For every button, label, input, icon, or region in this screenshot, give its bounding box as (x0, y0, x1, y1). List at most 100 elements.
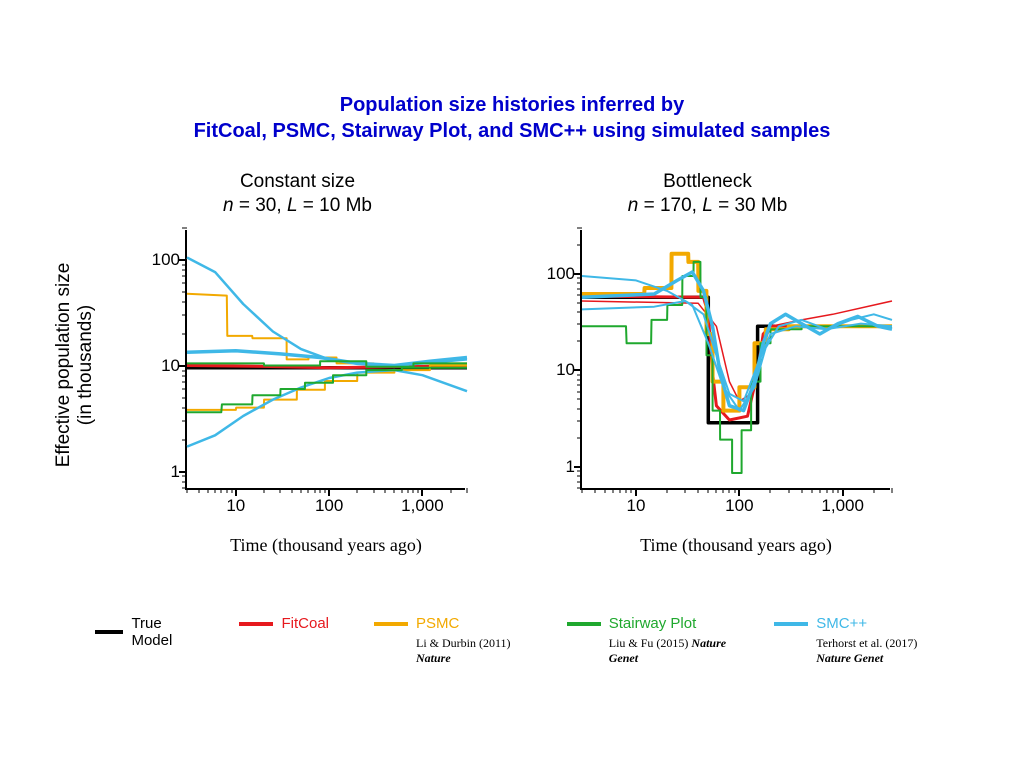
plot-lines-right (582, 230, 892, 490)
ytick-minor (577, 341, 582, 342)
xtick-minor (723, 488, 724, 493)
xtick-minor (373, 488, 374, 493)
xtick-label: 10 (226, 496, 245, 516)
xtick-minor (308, 488, 309, 493)
ytick-minor (577, 488, 582, 489)
xtick-minor (187, 488, 188, 493)
legend-label: Stairway Plot (609, 615, 697, 632)
ytick-minor (182, 407, 187, 408)
xtick-minor (613, 488, 614, 493)
legend-item: True Model (95, 615, 194, 649)
xtick-minor (301, 488, 302, 493)
ytick-minor (182, 264, 187, 265)
xtick-minor (320, 488, 321, 493)
xtick-minor (357, 488, 358, 493)
page-title: Population size histories inferred by Fi… (0, 92, 1024, 144)
legend-swatch (239, 622, 273, 626)
ytick-minor (182, 302, 187, 303)
ytick-mark (179, 365, 187, 367)
legend-label: PSMC (416, 615, 459, 632)
ytick-label: 10 (142, 356, 180, 376)
panel-title-left: Constant size n = 30, L = 10 Mb (130, 170, 465, 218)
series-true_model (582, 297, 892, 422)
ytick-minor (577, 374, 582, 375)
param-L: L (287, 195, 298, 216)
legend-item: Stairway Plot Liu & Fu (2015) Nature Gene… (567, 615, 730, 666)
ytick-minor (182, 421, 187, 422)
plot-area-right: Time (thousand years ago) 101001,0001101… (580, 230, 890, 490)
series-fitcoal (582, 296, 892, 420)
xtick-minor (314, 488, 315, 493)
xtick-minor (734, 488, 735, 493)
legend-item: SMC++Terhorst et al. (2017) Nature Genet (774, 615, 955, 666)
ytick-label: 1 (537, 457, 575, 477)
xtick-minor (826, 488, 827, 493)
ytick-minor (577, 420, 582, 421)
ytick-minor (577, 399, 582, 400)
xtick-minor (685, 488, 686, 493)
plot-area-left: Time (thousand years ago) 101001,0001101… (185, 230, 465, 490)
legend: True Model FitCoal PSMCLi & Durbin (2011) … (95, 615, 955, 666)
xtick-mark (235, 488, 237, 496)
xtick-minor (221, 488, 222, 493)
ytick-minor (182, 228, 187, 229)
series-psmc_a (582, 254, 892, 411)
ytick-minor (182, 488, 187, 489)
legend-swatch (774, 622, 808, 626)
xtick-mark (842, 488, 844, 496)
panel-bottleneck: Bottleneck n = 170, L = 30 Mb Time (thou… (525, 175, 890, 555)
xtick-minor (582, 488, 583, 493)
ytick-minor (182, 439, 187, 440)
title-line1: Population size histories inferred by (340, 94, 685, 116)
plot-lines-left (187, 230, 467, 490)
title-line2: FitCoal, PSMC, Stairway Plot, and SMC++ … (194, 120, 831, 142)
ytick-minor (577, 475, 582, 476)
xtick-minor (832, 488, 833, 493)
ytick-minor (577, 324, 582, 325)
ytick-minor (577, 283, 582, 284)
xtick-label: 100 (315, 496, 343, 516)
legend-label: SMC++ (816, 615, 867, 632)
xlabel-left: Time (thousand years ago) (187, 535, 465, 556)
legend-item: PSMCLi & Durbin (2011) Nature (374, 615, 522, 666)
legend-label: FitCoal (281, 615, 329, 632)
ytick-minor (577, 391, 582, 392)
series-smcpp_c (582, 301, 892, 401)
xtick-minor (291, 488, 292, 493)
legend-swatch (567, 622, 601, 626)
xtick-minor (604, 488, 605, 493)
ytick-minor (577, 288, 582, 289)
xtick-label: 1,000 (401, 496, 444, 516)
xtick-mark (635, 488, 637, 496)
ytick-mark (574, 466, 582, 468)
xtick-mark (328, 488, 330, 496)
xtick-minor (450, 488, 451, 493)
xtick-minor (413, 488, 414, 493)
legend-swatch (374, 622, 408, 626)
ytick-mark (179, 259, 187, 261)
ytick-minor (577, 437, 582, 438)
xtick-minor (226, 488, 227, 493)
ytick-minor (182, 370, 187, 371)
ytick-minor (182, 315, 187, 316)
xtick-minor (708, 488, 709, 493)
legend-citation: Liu & Fu (2015) Nature Genet (609, 636, 730, 666)
xtick-minor (207, 488, 208, 493)
ytick-minor (577, 408, 582, 409)
xtick-minor (418, 488, 419, 493)
ylabel-l1: Effective population size (53, 263, 74, 468)
ytick-minor (577, 228, 582, 229)
xtick-minor (215, 488, 216, 493)
series-stairway_a (187, 368, 467, 413)
legend-item: FitCoal (239, 615, 329, 632)
xlabel-right: Time (thousand years ago) (582, 535, 890, 556)
xtick-label: 1,000 (821, 496, 864, 516)
ytick-mark (574, 369, 582, 371)
xtick-minor (626, 488, 627, 493)
ytick-label: 10 (537, 360, 575, 380)
panel-right-title-l2: n = 170, L = 30 Mb (628, 195, 788, 216)
xtick-minor (770, 488, 771, 493)
xtick-minor (698, 488, 699, 493)
xtick-minor (716, 488, 717, 493)
xtick-minor (324, 488, 325, 493)
